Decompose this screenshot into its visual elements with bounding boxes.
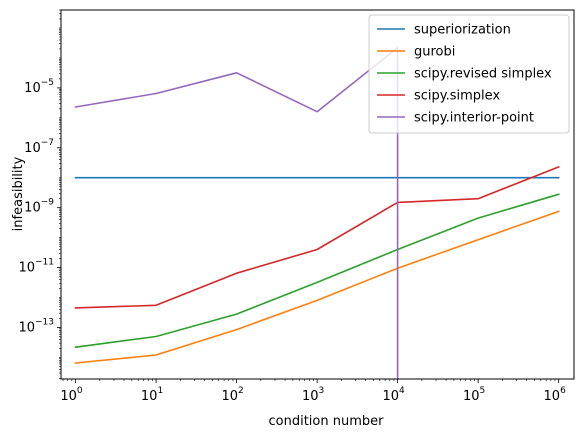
series-line-1 <box>74 210 560 364</box>
legend-label-2: scipy.revised simplex <box>414 67 552 82</box>
x-axis-title: condition number <box>269 414 385 429</box>
y-tick-label: 10−9 <box>24 198 54 216</box>
x-tick-label: 103 <box>302 386 324 404</box>
y-axis: 10−13 10−11 10−9 10−7 10−5 <box>18 9 61 379</box>
series-line-3 <box>74 165 560 309</box>
legend: superiorization gurobi scipy.revised simpl… <box>368 14 570 134</box>
y-tick-label: 10−5 <box>24 78 54 96</box>
x-tick-label: 104 <box>382 386 405 404</box>
legend-frame <box>368 14 570 134</box>
legend-label-3: scipy.simplex <box>414 89 500 104</box>
y-axis-title: infeasibility <box>11 156 26 231</box>
y-tick-label: 10−13 <box>18 317 54 335</box>
x-tick-label: 101 <box>141 386 163 404</box>
y-tick-label: 10−11 <box>18 258 54 276</box>
legend-label-1: gurobi <box>414 45 455 60</box>
x-tick-label: 100 <box>60 386 83 404</box>
x-axis: 100 101 102 103 104 105 106 <box>60 379 566 404</box>
x-tick-label: 106 <box>544 386 567 404</box>
legend-label-0: superiorization <box>414 23 511 38</box>
legend-label-4: scipy.interior-point <box>414 111 534 126</box>
series-line-2 <box>74 193 560 349</box>
y-tick-label: 10−7 <box>24 138 54 156</box>
x-tick-label: 102 <box>221 386 243 404</box>
x-tick-label: 105 <box>463 386 485 404</box>
